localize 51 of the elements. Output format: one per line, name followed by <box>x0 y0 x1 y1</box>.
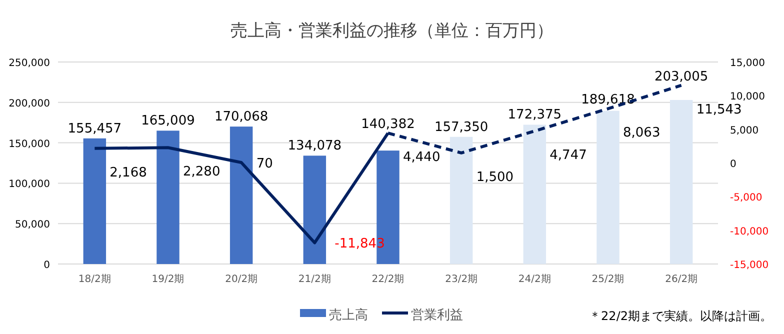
bar <box>303 156 326 264</box>
y-tick-label: 250,000 <box>8 58 50 69</box>
y-tick-label: 200,000 <box>8 98 50 110</box>
data-label: 170,068 <box>214 110 268 125</box>
y2-tick-label: -10,000 <box>730 226 769 238</box>
y-tick-label: 100,000 <box>8 179 50 190</box>
data-label: 172,375 <box>508 108 562 123</box>
bar <box>523 124 546 264</box>
x-tick-label: 21/2期 <box>298 273 331 285</box>
y2-tick-label: 5,000 <box>730 125 759 136</box>
x-tick-label: 26/2期 <box>665 273 698 285</box>
chart-title: 売上高・営業利益の推移（単位：百万円） <box>230 21 554 41</box>
y2-tick-label: -5,000 <box>730 192 762 204</box>
bar <box>156 130 180 264</box>
y2-tick-label: -15,000 <box>730 260 769 271</box>
legend-label: 売上高 <box>329 307 368 323</box>
data-label: 2,280 <box>183 164 220 180</box>
y2-tick-label: 10,000 <box>730 92 765 103</box>
data-label: 1,500 <box>476 170 514 185</box>
bar <box>83 138 106 264</box>
data-label: 134,078 <box>288 138 342 154</box>
bar <box>596 110 620 264</box>
text: ＊22/2期まで実績。以降は計画。 <box>589 309 772 323</box>
x-tick-label: 24/2期 <box>518 273 551 285</box>
data-label: 2,168 <box>110 165 147 180</box>
data-label: 140,382 <box>361 117 415 132</box>
y-tick-label: 0 <box>44 260 50 271</box>
x-tick-label: 19/2期 <box>152 273 184 285</box>
data-label: 157,350 <box>434 120 488 135</box>
y-tick-label: 150,000 <box>8 138 50 150</box>
data-label: 155,457 <box>68 121 122 136</box>
x-tick-label: 23/2期 <box>445 273 478 285</box>
data-label: 189,618 <box>581 92 635 108</box>
bar <box>670 100 693 264</box>
legend-label: 営業利益 <box>411 308 463 323</box>
x-tick-label: 25/2期 <box>592 273 624 285</box>
data-label: 8,063 <box>623 126 660 141</box>
bar <box>450 136 473 264</box>
data-label: 4,747 <box>550 148 587 164</box>
data-label: 4,440 <box>403 150 440 166</box>
y2-tick-label: 15,000 <box>730 58 765 69</box>
data-label: 11,543 <box>696 102 742 118</box>
x-tick-label: 20/2期 <box>225 273 258 285</box>
y-tick-label: 50,000 <box>15 220 50 231</box>
y2-tick-label: 0 <box>730 159 736 170</box>
data-label: 203,005 <box>654 69 708 84</box>
x-tick-label: 18/2期 <box>78 273 111 285</box>
x-tick-label: 22/2期 <box>372 273 404 285</box>
data-label: 70 <box>256 156 273 172</box>
bar <box>230 126 253 264</box>
data-label: 165,009 <box>141 114 195 129</box>
